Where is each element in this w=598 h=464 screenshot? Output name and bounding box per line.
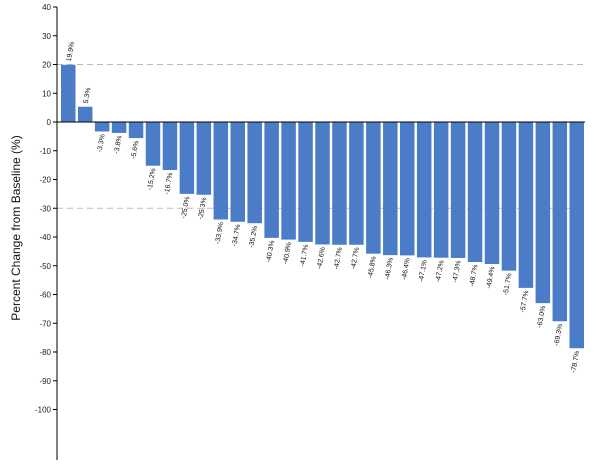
bar-label: -78.7% [570, 350, 581, 373]
bar [518, 122, 534, 288]
bar [145, 122, 161, 166]
bar-label: -35.2% [248, 225, 259, 248]
bar-label: -5.6% [130, 140, 140, 159]
bar-label: -46.4% [401, 258, 412, 281]
y-tick-label: 30 [42, 32, 51, 41]
bar [552, 122, 568, 322]
bar-label: -63.0% [537, 305, 548, 328]
bar-label: -3.3% [97, 134, 107, 153]
bar [213, 122, 229, 220]
bar [77, 106, 93, 122]
bar-label: -3.8% [113, 135, 123, 154]
bar [94, 122, 110, 132]
bar [230, 122, 245, 222]
bar [501, 122, 517, 271]
y-tick-label: 10 [42, 89, 51, 98]
bar-labels: 19.9% 5.3% -3.3% -3.8% -5.6% -15.2% -16.7% -25.… [66, 41, 581, 373]
bar [315, 122, 330, 245]
bar-label: -34.7% [231, 224, 242, 247]
bar [467, 122, 483, 263]
bar [484, 122, 500, 265]
bar-label: -16.7% [164, 172, 175, 195]
bar [162, 122, 178, 171]
bar [535, 122, 551, 304]
bar-label: -42.7% [333, 247, 344, 270]
y-tick-label: -60 [39, 291, 51, 300]
bar [264, 122, 279, 238]
bar-label: -42.6% [316, 247, 327, 270]
y-tick-label: 0 [47, 118, 52, 127]
bar [349, 122, 364, 245]
y-tick-label: -50 [39, 262, 51, 271]
y-ticks: 40 30 20 10 0 -10 -20 -30 -40 -50 -60 -70 -80 -90 -100 [35, 3, 57, 415]
bar-label: 5.3% [83, 87, 93, 104]
bar [298, 122, 313, 242]
y-axis-label: Percent Change from Baseline (%) [9, 135, 23, 320]
bar [128, 122, 144, 139]
bar [400, 122, 415, 256]
bar-label: -47.2% [435, 260, 446, 283]
bar-label: -40.9% [282, 242, 293, 265]
bar-label: -33.9% [215, 222, 226, 245]
bar-label: -51.7% [503, 273, 514, 296]
y-tick-label: -70 [39, 319, 51, 328]
bar [61, 64, 76, 122]
y-tick-label: -100 [35, 406, 52, 415]
y-tick-label: 40 [42, 3, 51, 12]
bar [281, 122, 296, 240]
bar-label: -49.4% [486, 266, 497, 289]
bars [61, 64, 584, 349]
bar [247, 122, 262, 224]
y-tick-label: -20 [39, 176, 51, 185]
bar-label: 19.9% [66, 41, 76, 62]
bar-label: -48.7% [469, 264, 480, 287]
bar [450, 122, 466, 258]
bar [111, 122, 127, 133]
bar-label: -47.3% [452, 260, 463, 283]
bar [569, 122, 584, 349]
y-tick-label: 20 [42, 61, 51, 70]
bar [179, 122, 195, 194]
bar-label: -25.3% [198, 197, 209, 220]
bar-label: -40.3% [265, 240, 276, 263]
bar-label: -47.1% [418, 260, 429, 283]
bar-label: -69.3% [554, 323, 565, 346]
y-tick-label: -90 [39, 377, 51, 386]
bar [433, 122, 449, 258]
bar [383, 122, 398, 256]
bar-label: -57.7% [520, 290, 531, 313]
y-tick-label: -40 [39, 233, 51, 242]
bar-label: -46.3% [384, 257, 395, 280]
bar-label: -41.7% [299, 244, 310, 267]
bar [416, 122, 432, 258]
y-tick-label: -80 [39, 348, 51, 357]
bar-label: -45.8% [367, 256, 378, 279]
y-tick-label: -30 [39, 204, 51, 213]
y-axis [56, 7, 585, 460]
bar [332, 122, 347, 245]
bar [196, 122, 212, 195]
bar [366, 122, 381, 254]
bar-label: -15.2% [147, 168, 158, 191]
bar-label: -25.0% [181, 196, 192, 219]
y-tick-label: -10 [39, 147, 51, 156]
bar-label: -42.7% [350, 247, 361, 270]
